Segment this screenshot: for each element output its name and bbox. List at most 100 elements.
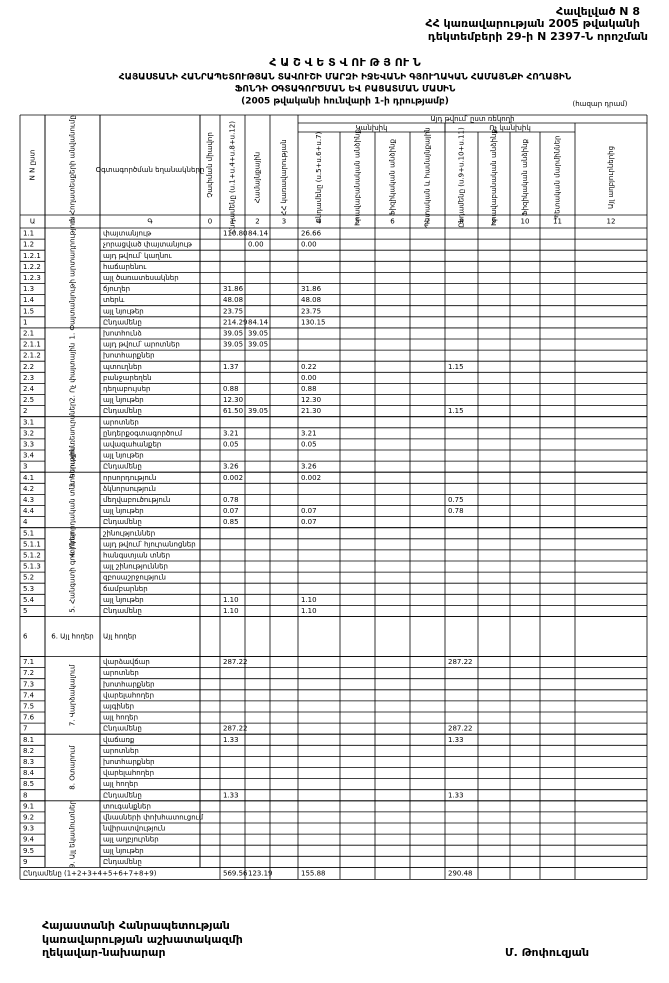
column-number: Բ [70, 218, 75, 226]
row-name: այլ ծառատեսակներ [103, 274, 179, 282]
cell-value: 39.05 [248, 329, 268, 337]
cell-value: 1.10 [223, 596, 239, 604]
cell-value: 1.15 [448, 363, 464, 371]
group-header: Ոչ կանխիկ [489, 124, 531, 132]
row-name: այլ աղբյուրներ [103, 836, 159, 844]
total-name: Ընդամենը (1+2+3+4+5+6+7+8+9) [23, 869, 157, 877]
cell-value: 569.56 [223, 869, 248, 877]
group-label: 6. Այլ հողեր [51, 633, 93, 641]
column-header: Իրավաբանական անձինք [490, 129, 498, 226]
cell-value: 0.002 [223, 474, 243, 482]
column-number: 5 [355, 218, 359, 226]
row-code: 9.3 [23, 825, 34, 833]
cell-value: 0.85 [223, 518, 239, 526]
column-number: 12 [607, 218, 616, 226]
row-name: Այլ հողեր [103, 633, 137, 641]
cell-value: 0.05 [223, 440, 239, 448]
row-name: հանգստյան տներ [103, 551, 170, 559]
cell-value: 1.33 [448, 736, 464, 744]
cell-value: 26.66 [301, 230, 322, 238]
cell-value: 1.33 [448, 791, 464, 799]
column-header: Չափման միավոր [206, 132, 214, 198]
cell-value: 48.08 [223, 296, 243, 304]
cell-value: 31.86 [223, 285, 244, 293]
column-number: 10 [521, 218, 530, 226]
group-label: 3. Կերային ռեսուրսներ [69, 402, 77, 488]
row-code: 1.2.3 [23, 274, 41, 282]
cell-value: 0.05 [301, 440, 317, 448]
cell-value: 39.05 [223, 341, 243, 349]
row-code: 1 [23, 318, 27, 326]
row-name: այլ նյութեր [103, 396, 144, 404]
row-name: արոտներ [103, 669, 139, 677]
row-code: 2.1.2 [23, 352, 41, 360]
cell-value: 0.07 [301, 507, 317, 515]
row-name: այլ նյութեր [103, 307, 144, 315]
row-code: 1.2.2 [23, 263, 41, 271]
row-name: արոտներ [103, 418, 139, 426]
title-line: ՖՈՆԴԻ ՕԳՏԱԳՈՐԾՄԱՆ ԵՎ ԲԱՑԱՏՄԱՆ ՄԱՍԻՆ [235, 85, 456, 95]
row-code: 2.3 [23, 374, 34, 382]
row-code: 7 [23, 725, 27, 733]
column-number: 8 [459, 218, 463, 226]
row-name: ընդերքօգտագործում [103, 429, 183, 437]
cell-value: 61.50 [223, 407, 243, 415]
column-number: 11 [553, 218, 562, 226]
row-name: չորացված փայտանյութ [103, 241, 193, 249]
column-header: Համայնքային [254, 152, 262, 203]
group-label: 2. Ոչ փայտային [69, 343, 77, 402]
cell-value: 287.22 [223, 725, 248, 733]
cell-value: 287.22 [448, 658, 473, 666]
row-code: 9.5 [23, 847, 34, 855]
column-header: Ընդամենը (ս.1+ս.4+ս.8+ս.12) [229, 121, 237, 234]
row-name: վարելահողեր [103, 769, 154, 777]
row-code: 2.5 [23, 396, 34, 404]
row-code: 2.1 [23, 329, 34, 337]
signature: Մ. Թոփուզյան [505, 946, 589, 959]
column-header: Ֆիզիկական անձինք [389, 139, 397, 216]
cell-value: 1.15 [448, 407, 464, 415]
cell-value: 39.05 [248, 341, 268, 349]
row-code: 5.1.2 [23, 551, 41, 559]
cell-value: 21.30 [301, 407, 321, 415]
row-name: այլ հողեր [103, 714, 138, 722]
column-header: Ընդամենը (ս.5+ս.6+ս.7) [315, 131, 323, 223]
row-code: 5.2 [23, 574, 34, 582]
row-code: 5.3 [23, 585, 34, 593]
cell-value: 155.88 [301, 869, 326, 877]
group-label: 9. Այլ եկամուտներ [69, 800, 77, 868]
cell-value: 0.07 [223, 507, 239, 515]
cell-value: 84.14 [248, 318, 269, 326]
row-name: այդ թվում՝ արոտներ [103, 341, 180, 349]
cell-value: 0.00 [248, 241, 264, 249]
row-name: խոտհարքներ [103, 352, 155, 360]
row-name: Ընդամենը [103, 607, 142, 615]
row-code: 1.3 [23, 285, 34, 293]
column-header: Այլ աղբյուրներից [607, 146, 615, 209]
cell-value: 84.14 [248, 230, 269, 238]
row-code: 9.4 [23, 836, 35, 844]
row-code: 1.5 [23, 307, 34, 315]
title-line: ՀԱՅԱՍՏԱՆԻ ՀԱՆՐԱՊԵՏՈՒԹՅԱՆ ՏԱՎՈՒՇԻ ՄԱՐԶԻ Ի… [119, 73, 572, 83]
row-name: պտուղներ [103, 363, 142, 371]
group-header: Այդ թվում՝ ըստ ռեկողի [430, 115, 514, 123]
row-name: հաճարենու [103, 263, 147, 271]
cell-value: 1.33 [223, 736, 239, 744]
row-name: զբոսաշրջություն [103, 574, 166, 582]
row-code: 7.5 [23, 702, 34, 710]
row-name: Ընդամենը [103, 858, 142, 866]
row-code: 8.5 [23, 780, 34, 788]
row-name: այլ նյութեր [103, 452, 144, 460]
cell-value: 39.05 [223, 329, 243, 337]
group-label: 5. Հանգստի գոտիներ [69, 531, 77, 612]
row-code: 8.2 [23, 747, 34, 755]
cell-value: 1.10 [301, 607, 317, 615]
row-code: 7.6 [23, 714, 35, 722]
doc-title: Հ Ա Շ Վ Ե Տ Վ ՈՒ Թ Յ ՈՒ Ն [269, 56, 421, 69]
header-line: դեկտեմբերի 29-ի N 2397-Ն որոշման [428, 30, 648, 43]
row-code: 4.1 [23, 474, 34, 482]
cell-value: 287.22 [448, 725, 473, 733]
row-code: 1.2 [23, 241, 34, 249]
row-code: 2.4 [23, 385, 35, 393]
